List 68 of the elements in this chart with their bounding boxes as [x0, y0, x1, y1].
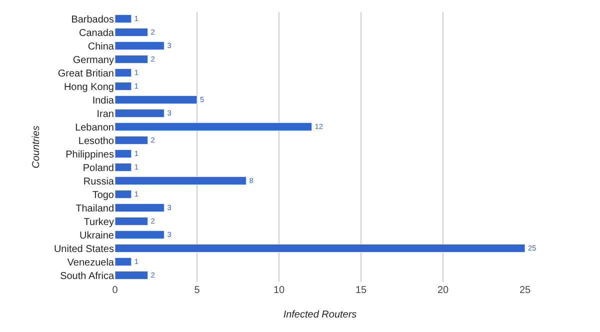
data-label: 1 [134, 148, 139, 158]
bar [115, 68, 132, 78]
y-tick-label: Barbados [71, 14, 114, 26]
data-label: 1 [134, 14, 139, 23]
y-tick-label: Venezuela [67, 257, 114, 268]
bar [115, 270, 148, 280]
bar [115, 257, 132, 266]
bar [115, 54, 148, 64]
data-label: 3 [167, 108, 172, 118]
bar [115, 122, 312, 132]
bar [115, 230, 164, 240]
y-tick-label: Russia [83, 176, 114, 188]
data-label: 25 [528, 243, 536, 252]
data-label: 8 [249, 176, 254, 185]
data-label: 1 [134, 189, 139, 198]
bar [115, 216, 148, 226]
bar [115, 203, 164, 212]
y-tick-label: Great Britian [58, 68, 114, 80]
y-tick-label: Lesotho [78, 136, 114, 147]
data-label: 1 [134, 162, 139, 172]
bar [115, 82, 132, 91]
y-tick-label: Germany [72, 54, 114, 66]
bar [115, 149, 132, 158]
y-axis-title: Countries [30, 126, 42, 168]
y-tick-label: Iran [96, 108, 114, 120]
y-tick-label: Poland [82, 162, 114, 174]
bar [115, 41, 164, 50]
data-label: 2 [150, 216, 155, 226]
y-tick-label: South Africa [60, 270, 114, 282]
bar [115, 28, 148, 37]
data-label: 2 [150, 54, 155, 64]
x-tick-label: 20 [437, 285, 449, 296]
data-label: 2 [150, 27, 155, 36]
bar [115, 136, 148, 145]
data-label: 1 [134, 256, 139, 266]
data-label: 5 [200, 94, 204, 104]
bar [115, 162, 132, 172]
y-tick-label: Philippines [66, 149, 114, 160]
x-tick-label: 5 [194, 285, 200, 296]
y-tick-label: Hong Kong [64, 82, 114, 93]
x-axis-title: Infected Routers [283, 310, 357, 320]
x-tick-label: 10 [273, 285, 285, 296]
y-tick-label: China [88, 41, 114, 52]
x-tick-label: 0 [112, 285, 118, 296]
data-label: 1 [134, 81, 139, 90]
y-tick-label: Lebanon [75, 122, 114, 134]
y-tick-label: Thailand [76, 203, 114, 214]
bar [115, 14, 132, 24]
x-tick-label: 25 [519, 285, 531, 296]
data-label: 1 [134, 68, 139, 77]
bar [115, 108, 164, 118]
bar [115, 95, 198, 104]
data-label: 12 [314, 122, 324, 131]
bar [115, 176, 246, 186]
data-label: 2 [150, 270, 155, 280]
y-tick-label: United States [54, 244, 114, 255]
data-label: 3 [167, 202, 172, 212]
bar [115, 244, 525, 253]
data-label: 3 [167, 40, 172, 50]
data-label: 3 [167, 230, 172, 239]
data-label: 2 [150, 135, 155, 144]
y-tick-label: Ukraine [80, 230, 114, 242]
y-tick-label: Togo [92, 190, 114, 201]
y-tick-label: Canada [78, 28, 114, 39]
x-tick-label: 15 [355, 285, 367, 296]
bar [115, 190, 132, 199]
y-tick-label: Turkey [84, 216, 114, 228]
y-tick-label: India [92, 95, 114, 106]
